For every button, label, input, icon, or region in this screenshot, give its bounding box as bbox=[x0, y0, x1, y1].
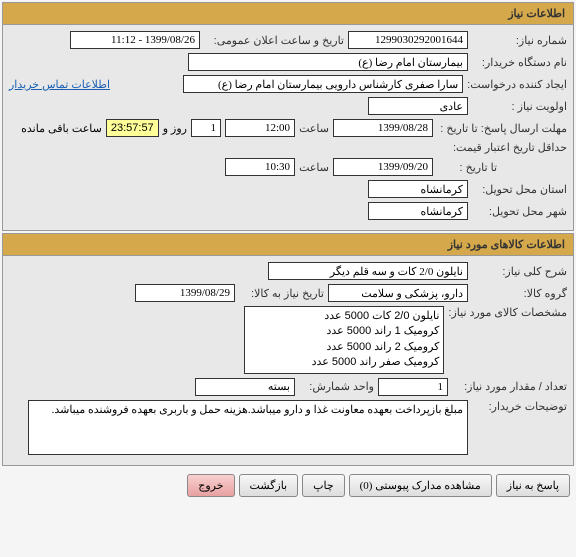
price-time-input[interactable] bbox=[225, 158, 295, 176]
goods-info-header: اطلاعات کالاهای مورد نیاز bbox=[3, 234, 573, 256]
exit-button[interactable]: خروج bbox=[187, 474, 234, 497]
group-label: گروه کالا: bbox=[472, 287, 567, 300]
date-needed-label: تاریخ نیاز به کالا: bbox=[239, 287, 324, 300]
specs-line: کرومیک 2 راند 5000 عدد bbox=[249, 340, 439, 355]
days-label: روز و bbox=[163, 122, 187, 135]
goods-info-panel: اطلاعات کالاهای مورد نیاز شرح کلی نیاز: … bbox=[2, 233, 574, 466]
buyer-input[interactable] bbox=[188, 53, 468, 71]
explain-textarea[interactable] bbox=[28, 400, 468, 455]
until-label: تا تاریخ : bbox=[437, 161, 567, 174]
buyer-label: نام دستگاه خریدار: bbox=[472, 56, 567, 69]
need-number-label: شماره نیاز: bbox=[472, 34, 567, 47]
qty-label: تعداد / مقدار مورد نیاز: bbox=[452, 380, 567, 393]
province-input[interactable] bbox=[368, 180, 468, 198]
time-label-1: ساعت bbox=[299, 122, 329, 135]
priority-input[interactable] bbox=[368, 97, 468, 115]
respond-button[interactable]: پاسخ به نیاز bbox=[496, 474, 570, 497]
unit-input[interactable] bbox=[195, 378, 295, 396]
deadline-time-input[interactable] bbox=[225, 119, 295, 137]
priority-label: اولویت نیاز : bbox=[472, 100, 567, 113]
city-label: شهر محل تحویل: bbox=[472, 205, 567, 218]
announce-input[interactable] bbox=[70, 31, 200, 49]
specs-line: نایلون 2/0 کات 5000 عدد bbox=[249, 309, 439, 324]
creator-label: ایجاد کننده درخواست: bbox=[467, 78, 567, 91]
need-info-panel: اطلاعات نیاز شماره نیاز: تاریخ و ساعت اع… bbox=[2, 2, 574, 231]
print-button[interactable]: چاپ bbox=[302, 474, 345, 497]
deadline-label: مهلت ارسال پاسخ: تا تاریخ : bbox=[437, 122, 567, 135]
need-info-header: اطلاعات نیاز bbox=[3, 3, 573, 25]
qty-input[interactable] bbox=[378, 378, 448, 396]
attachments-button[interactable]: مشاهده مدارک پیوستی (0) bbox=[349, 474, 492, 497]
goods-info-body: شرح کلی نیاز: گروه کالا: تاریخ نیاز به ک… bbox=[3, 256, 573, 465]
price-deadline-label: حداقل تاریخ اعتبار قیمت: bbox=[453, 141, 567, 154]
back-button[interactable]: بازگشت bbox=[239, 474, 299, 497]
specs-box[interactable]: نایلون 2/0 کات 5000 عدد کرومیک 1 راند 50… bbox=[244, 306, 444, 374]
need-number-input[interactable] bbox=[348, 31, 468, 49]
button-bar: پاسخ به نیاز مشاهده مدارک پیوستی (0) چاپ… bbox=[0, 468, 576, 503]
remaining-label: ساعت باقی مانده bbox=[21, 122, 102, 135]
price-date-input[interactable] bbox=[333, 158, 433, 176]
creator-input[interactable] bbox=[183, 75, 463, 93]
desc-label: شرح کلی نیاز: bbox=[472, 265, 567, 278]
need-info-body: شماره نیاز: تاریخ و ساعت اعلان عمومی: نا… bbox=[3, 25, 573, 230]
days-input[interactable] bbox=[191, 119, 221, 137]
desc-input[interactable] bbox=[268, 262, 468, 280]
province-label: استان محل تحویل: bbox=[472, 183, 567, 196]
deadline-date-input[interactable] bbox=[333, 119, 433, 137]
unit-label: واحد شمارش: bbox=[299, 380, 374, 393]
specs-line: کرومیک 1 راند 5000 عدد bbox=[249, 324, 439, 339]
group-input[interactable] bbox=[328, 284, 468, 302]
city-input[interactable] bbox=[368, 202, 468, 220]
contact-link[interactable]: اطلاعات تماس خریدار bbox=[9, 78, 110, 91]
specs-line: کرومیک صفر راند 5000 عدد bbox=[249, 355, 439, 370]
announce-label: تاریخ و ساعت اعلان عمومی: bbox=[204, 34, 344, 47]
explain-label: توضیحات خریدار: bbox=[472, 400, 567, 413]
remaining-time: 23:57:57 bbox=[106, 119, 159, 137]
specs-label: مشخصات کالای مورد نیاز: bbox=[448, 306, 567, 319]
time-label-2: ساعت bbox=[299, 161, 329, 174]
date-needed-input[interactable] bbox=[135, 284, 235, 302]
